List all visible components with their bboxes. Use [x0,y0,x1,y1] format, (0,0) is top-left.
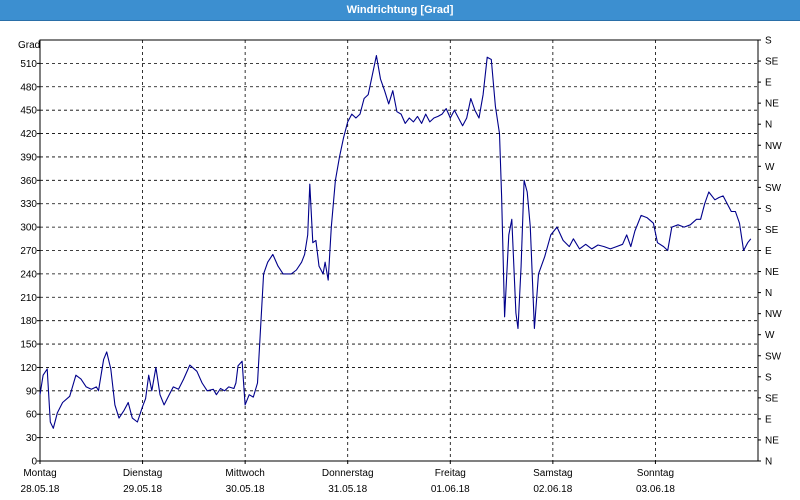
y-right-tick-label: SE [765,57,779,68]
x-tick-label-date: 31.05.18 [328,484,367,495]
x-tick-label-date: 01.06.18 [431,484,470,495]
y-tick-label: 120 [20,363,37,374]
y-tick-label: 60 [26,410,38,421]
y-tick-label: 180 [20,316,37,327]
y-right-tick-label: NE [765,267,779,278]
x-tick-label-date: 30.05.18 [226,484,265,495]
y-right-tick-label: W [765,330,775,341]
y-right-tick-label: S [765,204,772,215]
y-right-tick-label: NE [765,99,779,110]
y-right-tick-label: NE [765,435,779,446]
x-tick-label-day: Mittwoch [225,468,264,479]
window-title: Windrichtung [Grad] [346,4,454,16]
series-layer [39,55,752,429]
y-right-tick-label: E [765,246,772,257]
x-tick-label-date: 03.06.18 [636,484,675,495]
y-right-tick-label: NW [765,309,782,320]
y-tick-label: 240 [20,269,37,280]
x-tick-label-date: 29.05.18 [123,484,162,495]
y-right-tick-label: W [765,162,775,173]
y-right-tick-label: SE [765,393,779,404]
title-bar [0,0,800,21]
x-tick-label-day: Dienstag [123,468,162,479]
y-right-tick-label: N [765,288,772,299]
y-right-tick-label: E [765,78,772,89]
y-right-tick-label: SW [765,351,782,362]
y-tick-label: 150 [20,340,37,351]
x-tick-label-date: 02.06.18 [533,484,572,495]
y-right-tick-label: SE [765,225,779,236]
y-tick-label: 480 [20,82,37,93]
y-tick-label: 90 [26,386,38,397]
y-tick-label: 450 [20,106,37,117]
y-axis-right: N NE E SE S SW W NW N NE E SE S SW W NW N NE E SE S [758,36,782,468]
x-axis: Montag 28.05.18 Dienstag 29.05.18 Mittwoch 30… [21,461,675,495]
x-tick-label-date: 28.05.18 [21,484,60,495]
y-right-tick-label: NW [765,141,782,152]
y-tick-label: 420 [20,129,37,140]
y-axis-label: Grad [18,40,40,51]
series-line [39,55,752,429]
y-tick-label: 30 [26,433,38,444]
grid [40,40,758,461]
x-tick-label-day: Freitag [435,468,466,479]
y-tick-label: 0 [31,457,37,468]
y-right-tick-label: S [765,36,772,47]
y-right-tick-label: S [765,372,772,383]
y-tick-label: 330 [20,199,37,210]
x-tick-label-day: Samstag [533,468,572,479]
y-tick-label: 300 [20,223,37,234]
x-tick-label-day: Sonntag [637,468,674,479]
y-tick-label: 270 [20,246,37,257]
y-tick-label: 390 [20,152,37,163]
y-right-tick-label: N [765,457,772,468]
x-tick-label-day: Montag [23,468,56,479]
y-right-tick-label: E [765,414,772,425]
y-axis-left: 0 30 60 90 120 150 180 210 240 270 300 330 360 390 420… [20,59,40,468]
plot-area [39,39,759,462]
y-right-tick-label: SW [765,183,782,194]
x-tick-label-day: Donnerstag [322,468,374,479]
y-tick-label: 360 [20,176,37,187]
y-tick-label: 510 [20,59,37,70]
y-right-tick-label: N [765,120,772,131]
y-tick-label: 210 [20,293,37,304]
